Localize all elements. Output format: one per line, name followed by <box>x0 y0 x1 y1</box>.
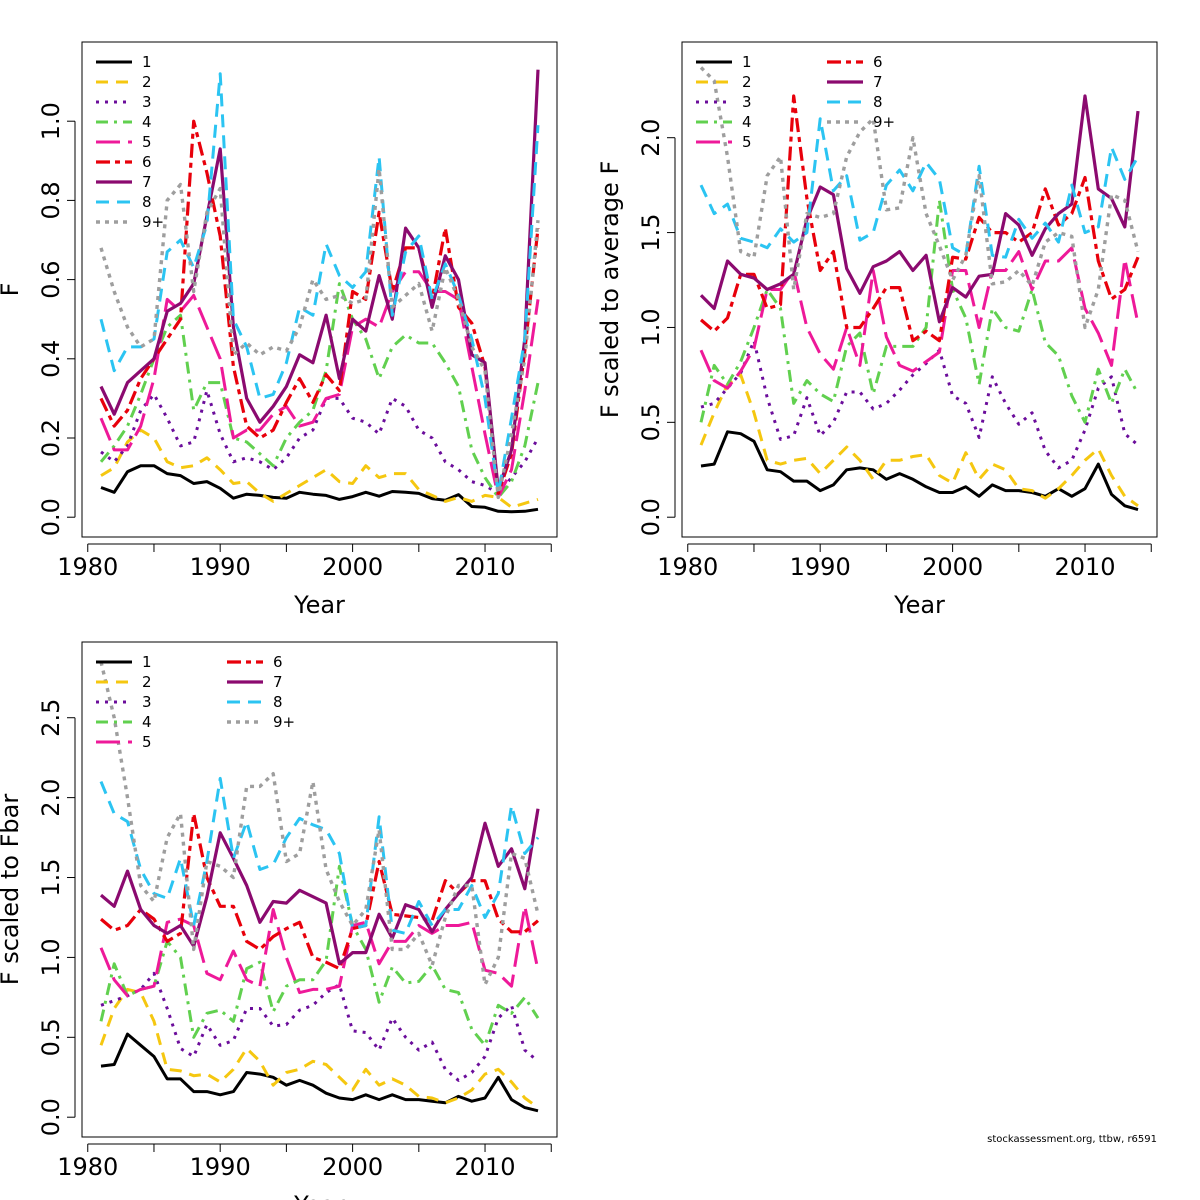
legend-label: 7 <box>273 673 283 691</box>
x-tick-label: 1980 <box>57 1153 118 1181</box>
series-line-2 <box>699 373 1139 508</box>
y-tick-label: 1.5 <box>637 213 665 251</box>
x-tick-label: 2000 <box>922 553 983 581</box>
series-line-1 <box>700 430 1139 512</box>
legend: 1 2 3 4 5 6 7 8 9+ <box>96 53 164 231</box>
legend-label: 8 <box>142 193 152 211</box>
y-axis-title: F scaled to average F <box>596 161 624 419</box>
legend-label: 8 <box>873 93 883 111</box>
series-line-8 <box>699 117 1140 259</box>
y-tick-label: 0.5 <box>37 1018 65 1056</box>
x-tick-label: 2000 <box>322 553 383 581</box>
legend-label: 4 <box>142 113 152 131</box>
legend-label: 5 <box>742 133 752 151</box>
y-tick-label: 0.8 <box>37 181 65 219</box>
x-tick-label: 1990 <box>190 1153 251 1181</box>
plot-frame <box>681 41 1158 538</box>
series-line-3 <box>100 389 540 495</box>
series-line-2 <box>99 987 539 1109</box>
legend-label: 5 <box>142 133 152 151</box>
y-tick-label: 0.6 <box>37 261 65 299</box>
series-line-2 <box>100 428 539 509</box>
series-line-3 <box>100 971 539 1082</box>
plot-frame <box>81 41 558 538</box>
chart-panel-2: 1980 1990 2000 2010 0.0 0.5 1.0 1.5 2.0 Year F sca… <box>596 41 1158 619</box>
legend-label: 1 <box>742 53 752 71</box>
legend-label: 4 <box>142 713 152 731</box>
legend-label: 6 <box>273 653 283 671</box>
legend-label: 8 <box>273 693 283 711</box>
chart-panel-3: 1980 1990 2000 2010 0.0 0.5 1.0 1.5 2.0 2.5 Year F … <box>0 641 558 1200</box>
x-tick-label: 1980 <box>657 553 718 581</box>
plot-frame <box>81 641 558 1138</box>
series-line-3 <box>700 339 1139 470</box>
legend: 1 2 3 4 5 6 7 8 9+ <box>96 653 295 751</box>
legend-label: 9+ <box>873 113 895 131</box>
x-tick-label: 1990 <box>190 553 251 581</box>
x-tick-label: 2010 <box>454 1153 515 1181</box>
x-axis-title: Year <box>293 1191 345 1200</box>
legend-label: 2 <box>142 73 152 91</box>
legend-label: 1 <box>142 653 152 671</box>
y-tick-label: 2.0 <box>37 779 65 817</box>
legend-label: 9+ <box>273 713 295 731</box>
x-tick-label: 1990 <box>790 553 851 581</box>
legend-label: 4 <box>742 113 752 131</box>
series-line-5 <box>99 270 540 499</box>
legend-label: 3 <box>142 693 152 711</box>
y-tick-label: 0.0 <box>637 498 665 536</box>
legend-label: 3 <box>142 93 152 111</box>
series-line-9plus <box>699 66 1140 330</box>
x-tick-label: 1980 <box>57 553 118 581</box>
legend: 1 2 3 4 5 6 7 8 9+ <box>696 53 895 151</box>
legend-label: 5 <box>142 733 152 751</box>
series-line-5 <box>699 246 1140 390</box>
y-tick-label: 1.0 <box>37 102 65 140</box>
series-line-7 <box>699 94 1140 324</box>
y-tick-label: 1.5 <box>37 858 65 896</box>
y-tick-label: 0.0 <box>37 1098 65 1136</box>
series-lines <box>99 661 540 1113</box>
legend-label: 6 <box>142 153 152 171</box>
series-line-4 <box>99 282 540 499</box>
x-tick-label: 2010 <box>1054 553 1115 581</box>
chart-panel-1: 1980 1990 2000 2010 0.0 0.2 0.4 0.6 0.8 1.0 Year F 1… <box>0 41 558 619</box>
series-line-8 <box>99 72 540 495</box>
y-tick-label: 2.5 <box>37 699 65 737</box>
legend-label: 1 <box>142 53 152 71</box>
series-line-8 <box>99 776 540 935</box>
legend-label: 9+ <box>142 213 164 231</box>
series-lines <box>699 66 1140 512</box>
legend-label: 2 <box>142 673 152 691</box>
legend-label: 7 <box>142 173 152 191</box>
legend-label: 3 <box>742 93 752 111</box>
series-line-9plus <box>99 166 540 500</box>
series-line-1 <box>100 1032 539 1113</box>
series-line-6 <box>699 94 1140 343</box>
series-lines <box>99 69 540 514</box>
legend-label: 6 <box>873 53 883 71</box>
footer-note: stockassessment.org, ttbw, r6591 <box>987 1134 1157 1145</box>
y-tick-label: 2.0 <box>637 119 665 157</box>
x-axis-title: Year <box>293 591 345 619</box>
y-tick-label: 0.0 <box>37 498 65 536</box>
y-tick-label: 1.0 <box>37 938 65 976</box>
series-line-4 <box>99 864 540 1047</box>
series-line-5 <box>99 904 540 998</box>
y-axis-title: F scaled to Fbar <box>0 794 24 986</box>
legend-label: 2 <box>742 73 752 91</box>
y-tick-label: 1.0 <box>637 308 665 346</box>
legend-label: 7 <box>873 73 883 91</box>
x-tick-label: 2010 <box>454 553 515 581</box>
y-axis-title: F <box>0 283 24 297</box>
y-tick-label: 0.4 <box>37 340 65 378</box>
series-line-4 <box>699 198 1140 424</box>
series-line-9plus <box>99 661 540 987</box>
y-tick-label: 0.5 <box>637 403 665 441</box>
y-tick-label: 0.2 <box>37 419 65 457</box>
x-axis-title: Year <box>893 591 945 619</box>
x-tick-label: 2000 <box>322 1153 383 1181</box>
